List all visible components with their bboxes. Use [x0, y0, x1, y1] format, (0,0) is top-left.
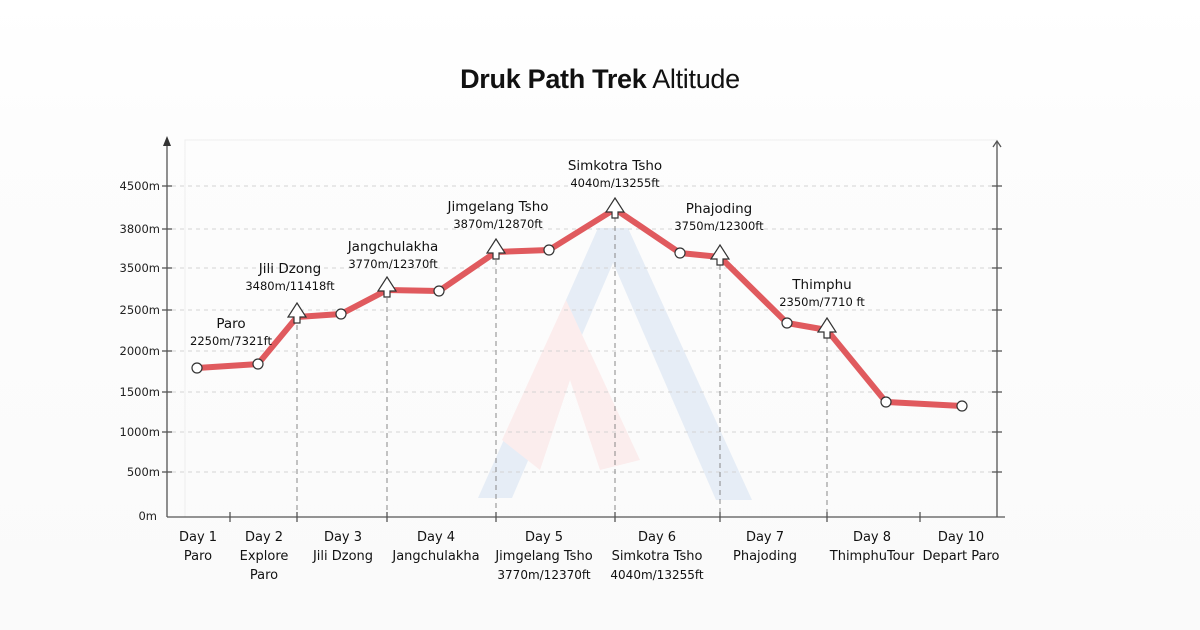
annotation-phajoding: Phajoding 3750m/12300ft [674, 201, 764, 233]
marker-circle-icon [191, 362, 203, 374]
x-label-day-5: Day 5 Jimgelang Tsho 3770m/12370ft [495, 530, 593, 582]
plot-area [184, 139, 998, 518]
marker-circle-icon [781, 317, 793, 329]
peak-arrow-icon [604, 196, 626, 219]
marker-circle-icon [880, 396, 892, 408]
annotation-jangchulakha: Jangchulakha 3770m/12370ft [347, 239, 439, 271]
peak-arrow-icon [485, 237, 507, 260]
y-tick-label: 2500m [119, 303, 160, 317]
annotation-paro: Paro 2250m/7321ft [190, 316, 272, 348]
x-label-day-6: Day 6 Simkotra Tsho 4040m/13255ft [610, 530, 704, 582]
annotation-jimgelang-tsho: Jimgelang Tsho 3870m/12870ft [447, 199, 549, 231]
x-label-day-8: Day 8 ThimphuTour [829, 530, 915, 564]
x-label-day-1: Day 1 Paro [178, 530, 218, 564]
peak-arrow-icon [376, 275, 398, 298]
peak-markers [286, 196, 838, 339]
chart-title: Druk Path Trek Altitude [0, 64, 1200, 95]
y-tick-label: 2000m [119, 344, 160, 358]
chart-title-bold: Druk Path Trek [460, 64, 647, 94]
horizontal-gridlines [172, 185, 992, 473]
x-label-day-7: Day 7 Phajoding [733, 530, 797, 564]
marker-circle-icon [543, 244, 555, 256]
x-label-day-10: Day 10 Depart Paro [922, 530, 1000, 564]
y-tick-label: 0m [138, 509, 157, 523]
marker-circle-icon [433, 285, 445, 297]
peak-arrow-icon [709, 243, 731, 266]
circle-markers [191, 244, 968, 412]
right-y-axis [992, 139, 1002, 517]
x-label-day-2: Day 2 Explore Paro [239, 530, 289, 583]
y-tick-label: 500m [126, 465, 160, 479]
annotation-thimphu: Thimphu 2350m/7710 ft [779, 277, 865, 309]
marker-circle-icon [674, 247, 686, 259]
annotation-simkotra-tsho: Simkotra Tsho 4040m/13255ft [567, 158, 663, 190]
peak-arrow-icon [816, 316, 838, 339]
marker-circle-icon [252, 358, 264, 370]
marker-circle-icon [335, 308, 347, 320]
x-axis [167, 512, 1005, 522]
y-tick-label: 1500m [119, 385, 160, 399]
annotation-jili-dzong: Jili Dzong 3480m/11418ft [245, 261, 335, 293]
marker-circle-icon [956, 400, 968, 412]
peak-drop-lines [296, 217, 828, 517]
chart-title-light: Altitude [652, 64, 740, 94]
y-tick-label: 3800m [119, 222, 160, 236]
peak-arrow-icon [286, 301, 308, 324]
y-tick-label: 3500m [119, 261, 160, 275]
left-y-axis [162, 136, 172, 517]
x-label-day-4: Day 4 Jangchulakha [392, 530, 480, 564]
watermark-logo-icon [478, 228, 752, 500]
y-tick-label: 1000m [119, 425, 160, 439]
x-label-day-3: Day 3 Jili Dzong [312, 530, 374, 564]
y-tick-label: 4500m [119, 179, 160, 193]
